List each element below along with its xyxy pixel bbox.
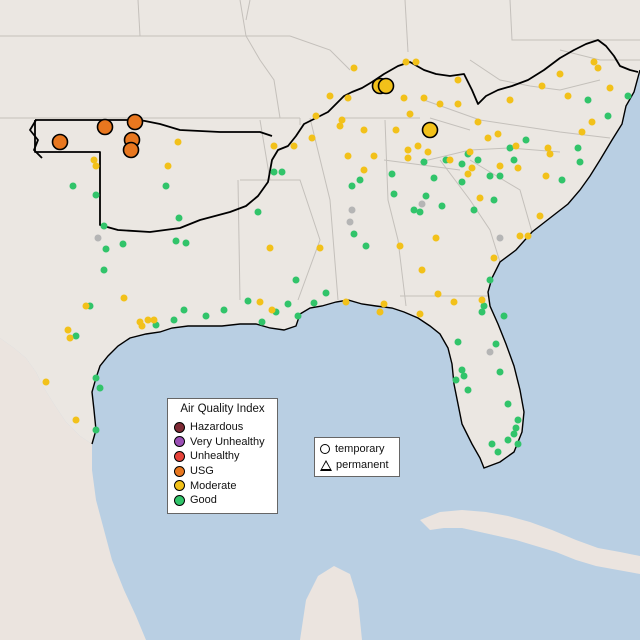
no-data-markers bbox=[94, 200, 504, 356]
good-swatch-icon bbox=[174, 494, 185, 506]
cuba-land bbox=[420, 510, 640, 574]
gulf-coastline bbox=[91, 69, 640, 469]
mexico-land bbox=[0, 338, 146, 640]
moderate-swatch-icon bbox=[174, 480, 185, 492]
state-borders bbox=[0, 0, 640, 307]
legend-title: Air Quality Index bbox=[180, 403, 265, 415]
legend-label: permanent bbox=[336, 459, 389, 471]
legend-label: Unhealthy bbox=[190, 450, 240, 463]
unhealthy-swatch-icon bbox=[174, 450, 185, 462]
legend-row-usg: USG bbox=[174, 464, 271, 479]
legend-label: Moderate bbox=[190, 479, 237, 492]
triangle-icon bbox=[320, 459, 332, 471]
usg-swatch-icon bbox=[174, 465, 185, 477]
legend-row-moderate: Moderate bbox=[174, 478, 271, 493]
moderate-markers[interactable] bbox=[42, 58, 614, 424]
air-quality-legend: Air Quality Index Hazardous Very Unhealt… bbox=[167, 398, 278, 514]
legend-row-very-unhealthy: Very Unhealthy bbox=[174, 435, 271, 450]
legend-row-permanent: permanent bbox=[320, 457, 394, 473]
moderate-large-markers[interactable] bbox=[371, 77, 439, 139]
legend-label: temporary bbox=[335, 443, 385, 455]
legend-label: USG bbox=[190, 465, 214, 478]
legend-label: Hazardous bbox=[190, 421, 244, 434]
legend-row-good: Good bbox=[174, 493, 271, 508]
usg-markers[interactable] bbox=[51, 113, 144, 159]
circle-icon bbox=[320, 444, 330, 454]
very-unhealthy-swatch-icon bbox=[174, 436, 185, 448]
yucatan-land bbox=[300, 566, 362, 640]
us-land bbox=[0, 0, 640, 468]
legend-row-unhealthy: Unhealthy bbox=[174, 449, 271, 464]
monitor-type-legend: temporary permanent bbox=[314, 437, 400, 477]
hazardous-swatch-icon bbox=[174, 421, 185, 433]
legend-row-hazardous: Hazardous bbox=[174, 420, 271, 435]
legend-row-temporary: temporary bbox=[320, 441, 394, 457]
legend-label: Good bbox=[190, 494, 217, 507]
legend-label: Very Unhealthy bbox=[190, 435, 265, 448]
